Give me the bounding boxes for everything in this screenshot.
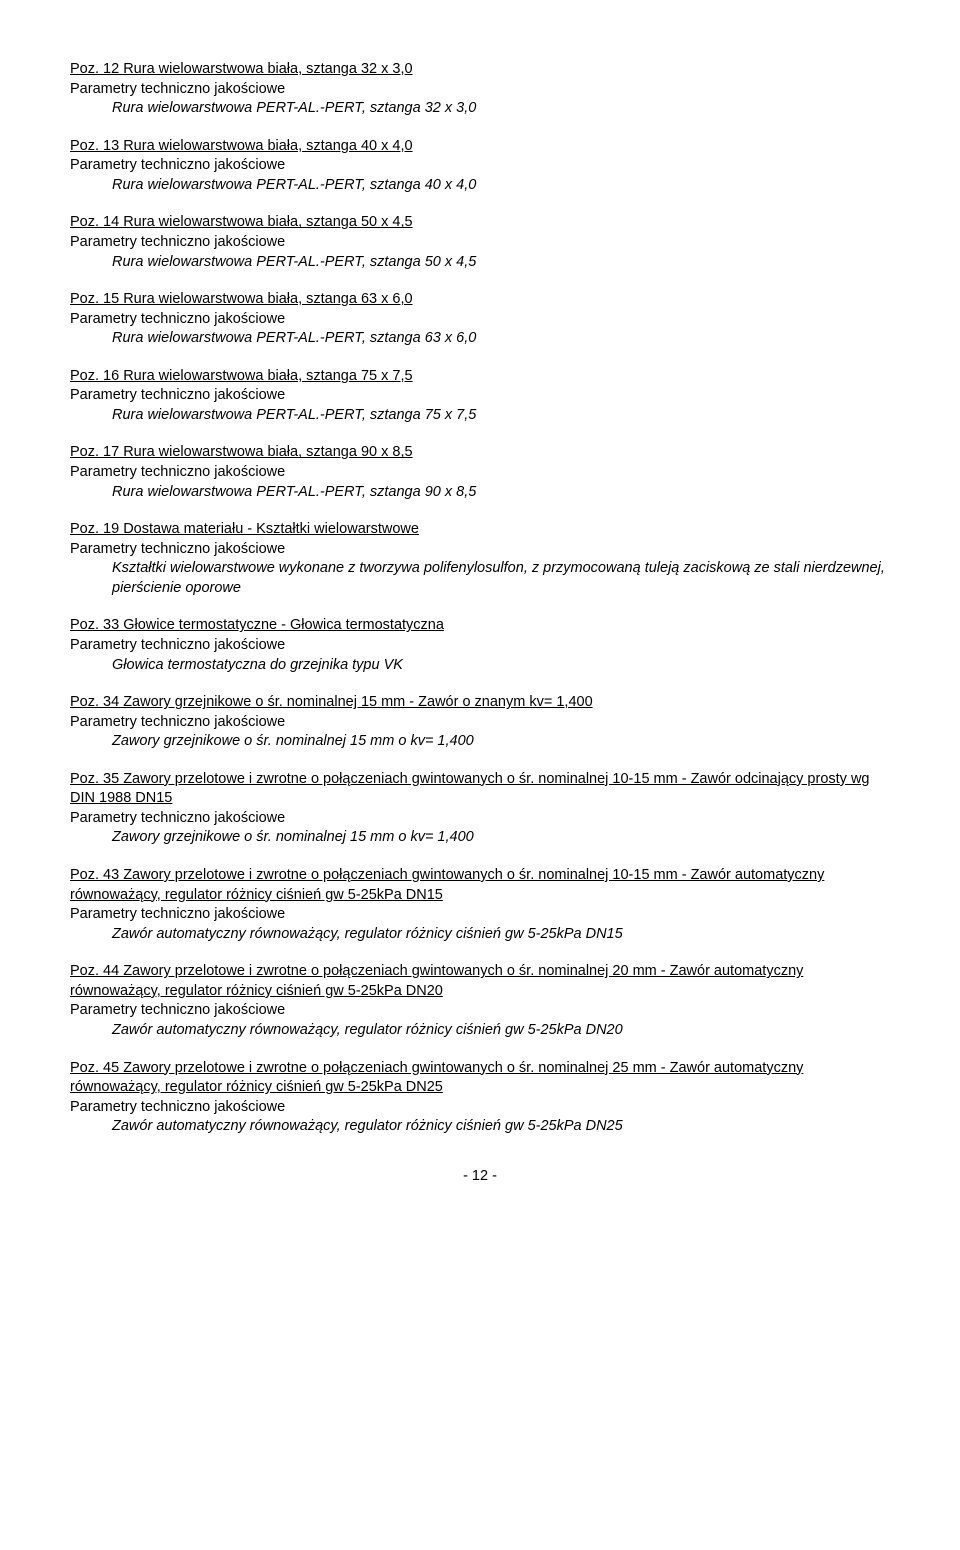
item-subtext: Rura wielowarstwowa PERT-AL.-PERT, sztan… [70, 99, 890, 119]
item-param-label: Parametry techniczno jakościowe [70, 1098, 890, 1118]
item-title: Poz. 35 Zawory przelotowe i zwrotne o po… [70, 770, 890, 809]
item-param-label: Parametry techniczno jakościowe [70, 463, 890, 483]
document-body: Poz. 12 Rura wielowarstwowa biała, sztan… [70, 60, 890, 1137]
item-title: Poz. 13 Rura wielowarstwowa biała, sztan… [70, 137, 890, 157]
item-param-label: Parametry techniczno jakościowe [70, 386, 890, 406]
item-block: Poz. 17 Rura wielowarstwowa biała, sztan… [70, 443, 890, 502]
item-block: Poz. 45 Zawory przelotowe i zwrotne o po… [70, 1059, 890, 1137]
item-block: Poz. 35 Zawory przelotowe i zwrotne o po… [70, 770, 890, 848]
item-param-label: Parametry techniczno jakościowe [70, 1001, 890, 1021]
item-param-label: Parametry techniczno jakościowe [70, 636, 890, 656]
item-block: Poz. 33 Głowice termostatyczne - Głowica… [70, 616, 890, 675]
item-subtext: Zawór automatyczny równoważący, regulato… [70, 925, 890, 945]
item-block: Poz. 12 Rura wielowarstwowa biała, sztan… [70, 60, 890, 119]
item-title: Poz. 43 Zawory przelotowe i zwrotne o po… [70, 866, 890, 905]
item-subtext: Rura wielowarstwowa PERT-AL.-PERT, sztan… [70, 176, 890, 196]
item-subtext: Zawór automatyczny równoważący, regulato… [70, 1021, 890, 1041]
item-block: Poz. 44 Zawory przelotowe i zwrotne o po… [70, 962, 890, 1040]
item-subtext: Zawory grzejnikowe o śr. nominalnej 15 m… [70, 732, 890, 752]
item-block: Poz. 43 Zawory przelotowe i zwrotne o po… [70, 866, 890, 944]
item-subtext: Rura wielowarstwowa PERT-AL.-PERT, sztan… [70, 329, 890, 349]
item-param-label: Parametry techniczno jakościowe [70, 809, 890, 829]
item-block: Poz. 15 Rura wielowarstwowa biała, sztan… [70, 290, 890, 349]
item-subtext: Rura wielowarstwowa PERT-AL.-PERT, sztan… [70, 253, 890, 273]
item-subtext: Głowica termostatyczna do grzejnika typu… [70, 656, 890, 676]
item-block: Poz. 19 Dostawa materiału - Kształtki wi… [70, 520, 890, 598]
item-title: Poz. 34 Zawory grzejnikowe o śr. nominal… [70, 693, 890, 713]
item-subtext: Zawory grzejnikowe o śr. nominalnej 15 m… [70, 828, 890, 848]
item-param-label: Parametry techniczno jakościowe [70, 310, 890, 330]
item-title: Poz. 33 Głowice termostatyczne - Głowica… [70, 616, 890, 636]
item-subtext: Kształtki wielowarstwowe wykonane z twor… [70, 559, 890, 598]
item-block: Poz. 13 Rura wielowarstwowa biała, sztan… [70, 137, 890, 196]
item-block: Poz. 16 Rura wielowarstwowa biała, sztan… [70, 367, 890, 426]
page-number: - 12 - [70, 1167, 890, 1187]
item-param-label: Parametry techniczno jakościowe [70, 80, 890, 100]
item-param-label: Parametry techniczno jakościowe [70, 233, 890, 253]
item-subtext: Rura wielowarstwowa PERT-AL.-PERT, sztan… [70, 406, 890, 426]
item-title: Poz. 17 Rura wielowarstwowa biała, sztan… [70, 443, 890, 463]
item-title: Poz. 14 Rura wielowarstwowa biała, sztan… [70, 213, 890, 233]
item-param-label: Parametry techniczno jakościowe [70, 905, 890, 925]
item-title: Poz. 16 Rura wielowarstwowa biała, sztan… [70, 367, 890, 387]
item-block: Poz. 34 Zawory grzejnikowe o śr. nominal… [70, 693, 890, 752]
item-title: Poz. 12 Rura wielowarstwowa biała, sztan… [70, 60, 890, 80]
item-subtext: Zawór automatyczny równoważący, regulato… [70, 1117, 890, 1137]
item-param-label: Parametry techniczno jakościowe [70, 540, 890, 560]
item-param-label: Parametry techniczno jakościowe [70, 713, 890, 733]
item-title: Poz. 45 Zawory przelotowe i zwrotne o po… [70, 1059, 890, 1098]
item-block: Poz. 14 Rura wielowarstwowa biała, sztan… [70, 213, 890, 272]
item-title: Poz. 44 Zawory przelotowe i zwrotne o po… [70, 962, 890, 1001]
item-subtext: Rura wielowarstwowa PERT-AL.-PERT, sztan… [70, 483, 890, 503]
item-title: Poz. 19 Dostawa materiału - Kształtki wi… [70, 520, 890, 540]
item-title: Poz. 15 Rura wielowarstwowa biała, sztan… [70, 290, 890, 310]
item-param-label: Parametry techniczno jakościowe [70, 156, 890, 176]
